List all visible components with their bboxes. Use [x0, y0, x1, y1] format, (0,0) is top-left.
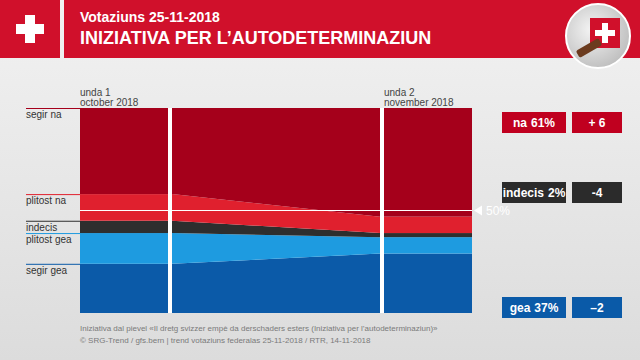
summary-value: 61% [531, 116, 555, 130]
flag-cross [16, 24, 44, 34]
area-segment [80, 221, 168, 233]
change-label: + 6 [588, 116, 605, 130]
area-transition [172, 233, 380, 264]
area-segment [384, 237, 472, 253]
area-segment [384, 217, 472, 233]
area-segment [80, 264, 168, 313]
background [0, 0, 640, 360]
legend-label: plitost na [26, 195, 66, 206]
summary-box [502, 297, 566, 318]
flag-square [0, 0, 60, 58]
legend-label: indecis [26, 222, 57, 233]
category-sublabel: november 2018 [384, 97, 454, 108]
legend-label: segir na [26, 109, 62, 120]
header-image-gavel [576, 38, 603, 58]
change-box [572, 112, 622, 133]
footnote: © SRG-Trend / gfs.bern | trend votaziuns… [80, 336, 371, 345]
area-segment [384, 254, 472, 313]
legend-label: plitost gea [26, 234, 72, 245]
reference-line [80, 210, 472, 211]
area-segment [80, 194, 168, 221]
area-segment [384, 233, 472, 237]
area-segment [80, 108, 168, 194]
header-image-cross [595, 30, 615, 36]
summary-value: 37% [534, 301, 558, 315]
footnote: Iniziativa dal pievel «Il dretg svizzer … [80, 324, 438, 333]
summary-text: gea37% [510, 301, 559, 315]
change-label: –2 [590, 301, 604, 315]
area-segment [80, 233, 168, 264]
change-box [572, 182, 622, 203]
plot-area [80, 108, 472, 313]
summary-box [502, 112, 566, 133]
header-image [566, 4, 630, 68]
summary-text: na 61% [513, 116, 555, 130]
legend-label: segir gea [26, 265, 68, 276]
summary-box [502, 182, 566, 203]
summary-text: indecis2% [503, 186, 566, 200]
subtitle: Votaziuns 25-11-2018 [80, 9, 220, 25]
summary-label: indecis [503, 186, 545, 200]
plot-background [80, 108, 472, 313]
summary-label: na [513, 116, 527, 130]
change-label: -4 [592, 186, 603, 200]
summary-label: gea [510, 301, 531, 315]
header-band [64, 0, 640, 58]
area-transition [172, 254, 380, 313]
category-sublabel: october 2018 [80, 97, 139, 108]
title: INIZIATIVA PER L’AUTODETERMINAZIUN [80, 28, 431, 48]
reference-label: 50% [486, 204, 510, 218]
area-transition [172, 108, 380, 217]
summary-value: 2% [548, 186, 566, 200]
change-box [572, 297, 622, 318]
reference-arrow [474, 206, 482, 216]
area-segment [384, 108, 472, 217]
chart: Votaziuns 25-11-2018 INIZIATIVA PER L’AUT… [0, 0, 640, 360]
